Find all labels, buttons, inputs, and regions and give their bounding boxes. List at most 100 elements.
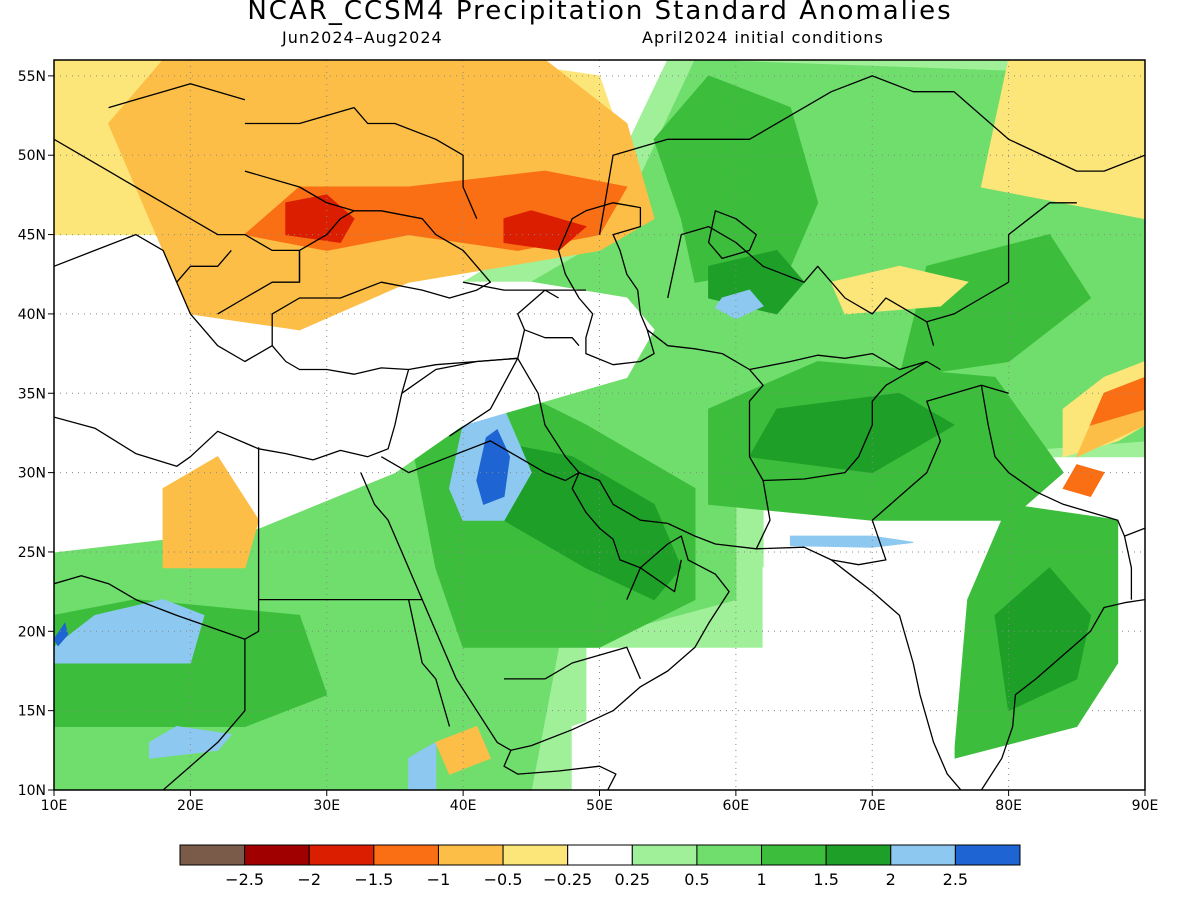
legend-label: −0.5 [484,870,523,889]
legend-label: −2.5 [225,870,264,889]
lat-tick-label: 30N [18,466,46,482]
legend-swatch [567,844,633,866]
map-plot-area [54,60,1145,790]
border-line [108,83,246,109]
anomaly-region-dry_1-5 [503,210,587,251]
legend-label: 1.5 [813,870,838,889]
border-line [462,281,559,299]
map-title: NCAR_CCSM4 Precipitation Standard Anomal… [247,0,953,26]
border-line [763,360,928,482]
legend-label: −1.5 [354,870,393,889]
legend-label: 1 [756,870,766,889]
border-line [524,329,580,347]
caspian-line [557,202,655,366]
legend-label: 0.25 [614,870,650,889]
lat-tick-label: 55N [18,69,46,85]
lat-tick-label: 45N [18,228,46,244]
lon-tick-label: 30E [313,798,340,814]
lat-tick-label: 50N [18,148,46,164]
anomaly-region-neutral [571,694,764,790]
legend-label: −1 [427,870,451,889]
legend-label: −2 [297,870,321,889]
forecast-period: Jun2024–Aug2024 [282,28,443,47]
lat-tick-label: 20N [18,624,46,640]
anomaly-region-dry_0-25 [980,60,1145,220]
lon-tick-label: 70E [859,798,886,814]
border-line [244,170,355,212]
border-line [1123,535,1133,600]
legend-label: −0.25 [543,870,592,889]
lon-tick-label: 40E [450,798,477,814]
legend-swatch [244,844,310,866]
border-line [244,106,478,219]
anomaly-region-wet_2 [994,567,1092,712]
coastline-line [54,210,492,363]
border-line [598,75,1145,235]
border-line [626,559,682,600]
border-line [380,440,580,482]
anomaly-region-dry_0-5 [162,456,260,569]
border-line [667,225,935,346]
anomaly-region-neutral [762,551,914,712]
legend-swatch [631,844,698,866]
legend-swatch [696,844,763,866]
legend-swatch [179,844,246,866]
country-boundaries [54,75,1145,790]
aral-line [707,210,757,260]
anomaly-region-wet_2-5 [789,535,914,548]
lon-tick-label: 50E [586,798,613,814]
lon-tick-label: 90E [1132,798,1159,814]
legend-swatch [825,844,892,866]
border-line [408,289,586,371]
border-line [176,249,232,283]
border-line [504,646,641,680]
border-line [407,599,451,727]
longitude-axis: 10E 20E 30E 40E 50E 60E 70E 80E 90E [41,790,1159,814]
border-line [646,329,771,550]
lon-tick-label: 80E [995,798,1022,814]
lat-tick-label: 15N [18,704,46,720]
coastline-line [54,345,410,467]
legend-swatch [437,844,504,866]
lon-tick-label: 20E [177,798,204,814]
anomaly-region-dry_0-25 [830,265,969,315]
coastline-line [360,472,730,751]
legend-label: 0.5 [684,870,709,889]
border-line [1007,202,1077,283]
border-line [749,352,941,371]
legend-swatch [954,844,1021,866]
legend-swatch [308,844,375,866]
anomaly-region-dry_1 [1089,376,1145,426]
lat-tick-label: 35N [18,386,46,402]
initial-conditions: April2024 initial conditions [642,28,884,47]
border-line [926,281,1009,323]
legend-swatch [761,844,827,866]
legend-swatch [502,844,569,866]
border-line [831,384,1009,566]
coastline-line [503,750,617,790]
border-line [162,447,260,790]
legend-swatch [373,844,439,866]
legend-label: 2.5 [943,870,968,889]
anomaly-region-wet_3 [54,622,69,647]
color-legend: −2.5 −2 −1.5 −1 −0.5 −0.25 0.25 0.5 1 1.5 2 2.5 [179,844,1021,889]
border-line [54,138,301,315]
coastline-line [980,598,1145,790]
lon-tick-label: 10E [41,798,68,814]
coastline-line [578,471,962,790]
lon-tick-label: 60E [723,798,750,814]
lat-tick-label: 10N [18,783,46,799]
border-line [980,385,1145,537]
legend-swatch [890,844,956,866]
legend-label: 2 [886,870,896,889]
anomaly-region-neutral [899,566,955,790]
anomaly-region-wet_2 [748,392,956,474]
lat-tick-label: 40N [18,307,46,323]
anomaly-region-wet_2-5 [714,289,764,320]
anomaly-region-wet_3 [476,429,511,505]
anomaly-region-wet_2-5 [54,599,205,664]
border-line [517,357,580,474]
latitude-axis: 10N 15N 20N 25N 30N 35N 40N 45N 50N 55N [18,69,54,799]
border-line [54,575,246,640]
